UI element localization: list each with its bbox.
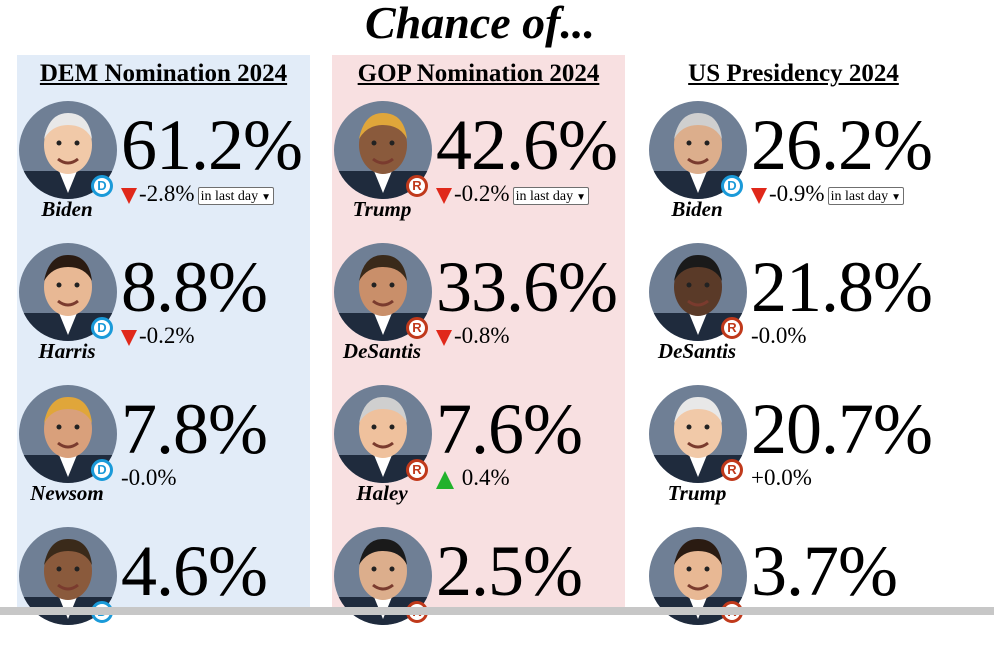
down-arrow-icon	[436, 187, 452, 204]
horizontal-scrollbar[interactable]	[0, 607, 994, 615]
us-presidency-column: US Presidency 2024 D Biden 26.2% -0.9% in la…	[647, 55, 940, 625]
win-probability: 61.2%	[121, 105, 303, 185]
change-value: -0.2%	[139, 323, 195, 348]
page-title: Chance of...	[365, 0, 595, 48]
column-header[interactable]: GOP Nomination 2024	[357, 60, 600, 87]
win-probability: 7.8%	[121, 389, 268, 469]
dem-nomination-column: DEM Nomination 2024 D Biden 61.2% -2.8% in l…	[17, 55, 310, 625]
period-select-value: in last day	[515, 188, 574, 204]
republican-badge-icon: R	[721, 459, 743, 481]
chevron-down-icon: ▼	[891, 191, 902, 203]
republican-badge-icon: R	[406, 317, 428, 339]
candidate-name: Trump	[352, 197, 412, 221]
column-header[interactable]: US Presidency 2024	[688, 60, 899, 87]
candidate-card[interactable]: D4.6%	[17, 527, 310, 669]
candidate-name: Newsom	[30, 481, 104, 505]
democrat-badge-icon: D	[721, 175, 743, 197]
change-value: 0.4%	[461, 465, 510, 490]
win-probability: 33.6%	[436, 247, 618, 327]
republican-badge-icon: R	[721, 317, 743, 339]
win-probability: 7.6%	[436, 389, 583, 469]
change-line: +0.0%	[751, 465, 812, 491]
candidate-name: DeSantis	[657, 339, 737, 363]
period-select[interactable]: in last day ▼	[197, 186, 275, 205]
change-line: -0.2%	[121, 323, 195, 349]
win-probability: 3.7%	[751, 531, 898, 611]
change-line: -2.8% in last day ▼	[121, 181, 275, 207]
win-probability: 21.8%	[751, 247, 933, 327]
republican-badge-icon: R	[406, 459, 428, 481]
win-probability: 2.5%	[436, 531, 583, 611]
change-value: +0.0%	[751, 465, 812, 490]
win-probability: 8.8%	[121, 247, 268, 327]
change-value: -0.0%	[751, 323, 807, 348]
change-line: 0.4%	[436, 465, 510, 491]
candidate-card[interactable]: R3.7%	[647, 527, 940, 669]
democrat-badge-icon: D	[91, 317, 113, 339]
period-select-value: in last day	[200, 188, 259, 204]
candidate-card[interactable]: D Newsom 7.8% -0.0%	[17, 385, 310, 527]
change-value: -0.9%	[769, 181, 825, 206]
change-line: -0.0%	[121, 465, 177, 491]
period-select[interactable]: in last day ▼	[512, 186, 590, 205]
period-select[interactable]: in last day ▼	[827, 186, 905, 205]
democrat-badge-icon: D	[91, 175, 113, 197]
change-line: -0.9% in last day ▼	[751, 181, 905, 207]
column-header[interactable]: DEM Nomination 2024	[39, 60, 288, 87]
win-probability: 4.6%	[121, 531, 268, 611]
candidate-card[interactable]: R DeSantis 21.8% -0.0%	[647, 243, 940, 385]
candidate-card[interactable]: R DeSantis 33.6% -0.8%	[332, 243, 625, 385]
candidate-name: Trump	[667, 481, 727, 505]
democrat-badge-icon: D	[91, 459, 113, 481]
candidate-card[interactable]: D Harris 8.8% -0.2%	[17, 243, 310, 385]
change-value: -0.8%	[454, 323, 510, 348]
win-probability: 20.7%	[751, 389, 933, 469]
win-probability: 42.6%	[436, 105, 618, 185]
change-value: -2.8%	[139, 181, 195, 206]
republican-badge-icon: R	[406, 175, 428, 197]
down-arrow-icon	[436, 329, 452, 346]
chevron-down-icon: ▼	[576, 191, 587, 203]
down-arrow-icon	[751, 187, 767, 204]
candidate-name: Harris	[38, 339, 96, 363]
chevron-down-icon: ▼	[261, 191, 272, 203]
win-probability: 26.2%	[751, 105, 933, 185]
change-value: -0.0%	[121, 465, 177, 490]
candidate-name: Biden	[671, 197, 723, 221]
gop-nomination-column: GOP Nomination 2024 R Trump 42.6% -0.2% in l…	[332, 55, 625, 625]
candidate-name: Haley	[356, 481, 408, 505]
change-line: -0.0%	[751, 323, 807, 349]
candidate-card[interactable]: R2.5%	[332, 527, 625, 669]
down-arrow-icon	[121, 329, 137, 346]
up-arrow-icon	[436, 470, 454, 489]
candidate-card[interactable]: R Trump 20.7% +0.0%	[647, 385, 940, 527]
candidate-card[interactable]: R Haley 7.6% 0.4%	[332, 385, 625, 527]
change-line: -0.8%	[436, 323, 510, 349]
candidate-name: Biden	[41, 197, 93, 221]
candidate-card[interactable]: R Trump 42.6% -0.2% in last day ▼	[332, 101, 625, 243]
period-select-value: in last day	[830, 188, 889, 204]
candidate-card[interactable]: D Biden 26.2% -0.9% in last day ▼	[647, 101, 940, 243]
candidate-name: DeSantis	[342, 339, 422, 363]
change-line: -0.2% in last day ▼	[436, 181, 590, 207]
candidate-photo	[334, 101, 432, 199]
change-value: -0.2%	[454, 181, 510, 206]
candidate-card[interactable]: D Biden 61.2% -2.8% in last day ▼	[17, 101, 310, 243]
down-arrow-icon	[121, 187, 137, 204]
